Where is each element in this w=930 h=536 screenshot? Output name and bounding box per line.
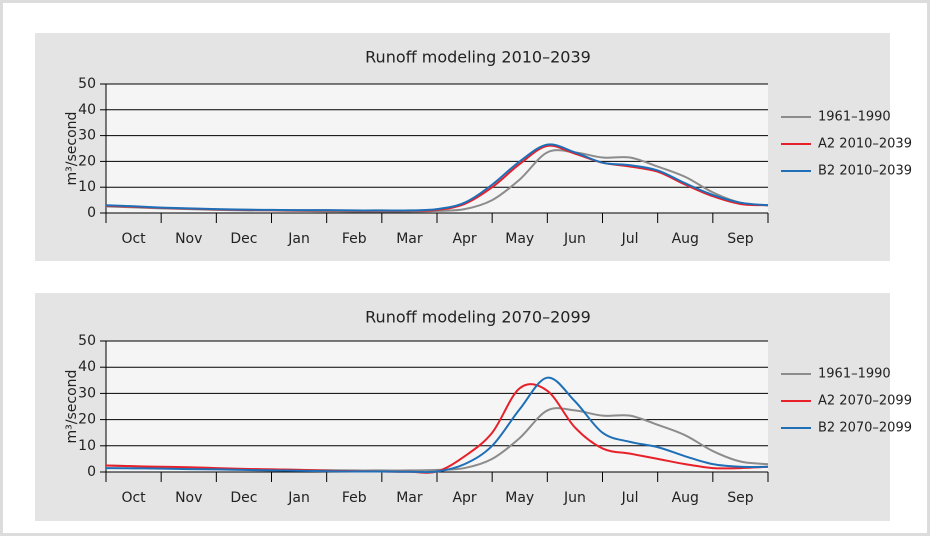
- chart-title: Runoff modeling 2010–2039: [365, 48, 591, 67]
- y-tick-label: 40: [78, 359, 96, 375]
- y-tick-label: 20: [78, 412, 96, 428]
- legend-label: B2 2070–2099: [818, 421, 912, 436]
- plot-area: [106, 84, 768, 213]
- x-tick-label: May: [505, 231, 534, 247]
- x-tick-label: Aug: [672, 490, 699, 506]
- y-tick-label: 0: [87, 464, 96, 480]
- legend-label: A2 2070–2099: [818, 394, 912, 409]
- x-tick-label: Jan: [287, 231, 310, 247]
- x-tick-label: Oct: [121, 490, 146, 506]
- y-tick-label: 40: [78, 102, 96, 118]
- x-tick-label: Jul: [621, 231, 639, 247]
- legend-label: 1961–1990: [818, 367, 891, 382]
- legend-label: A2 2010–2039: [818, 137, 912, 152]
- x-tick-label: Jun: [563, 490, 586, 506]
- x-tick-label: Feb: [342, 231, 367, 247]
- legend-label: B2 2010–2039: [818, 164, 912, 179]
- y-tick-label: 30: [78, 385, 96, 401]
- legend-label: 1961–1990: [818, 110, 891, 125]
- x-tick-label: Feb: [342, 490, 367, 506]
- x-tick-label: Apr: [452, 490, 476, 506]
- y-tick-label: 50: [78, 76, 96, 92]
- series-line: [105, 143, 769, 212]
- y-axis-label: m³/second: [64, 370, 80, 444]
- y-axis-label: m³/second: [64, 112, 80, 186]
- x-tick-label: Nov: [175, 490, 202, 506]
- x-tick-label: Sep: [727, 231, 754, 247]
- x-tick-label: Dec: [230, 490, 257, 506]
- x-tick-label: Nov: [175, 231, 202, 247]
- x-tick-label: Jan: [287, 490, 310, 506]
- x-tick-label: Dec: [230, 231, 257, 247]
- x-tick-label: Jul: [621, 490, 639, 506]
- y-tick-label: 0: [87, 205, 96, 221]
- y-tick-label: 30: [78, 128, 96, 144]
- x-tick-label: Jun: [563, 231, 586, 247]
- x-tick-label: Sep: [727, 490, 754, 506]
- chart-title: Runoff modeling 2070–2099: [365, 308, 591, 327]
- x-tick-label: Apr: [452, 231, 476, 247]
- x-tick-label: Oct: [121, 231, 146, 247]
- plot-area: [106, 341, 768, 472]
- x-tick-label: Mar: [396, 231, 423, 247]
- y-tick-label: 10: [78, 438, 96, 454]
- y-tick-label: 10: [78, 179, 96, 195]
- series-line: [105, 376, 769, 474]
- y-tick-label: 20: [78, 153, 96, 169]
- y-tick-label: 50: [78, 333, 96, 349]
- x-tick-label: Aug: [672, 231, 699, 247]
- x-tick-label: May: [505, 490, 534, 506]
- x-tick-label: Mar: [396, 490, 423, 506]
